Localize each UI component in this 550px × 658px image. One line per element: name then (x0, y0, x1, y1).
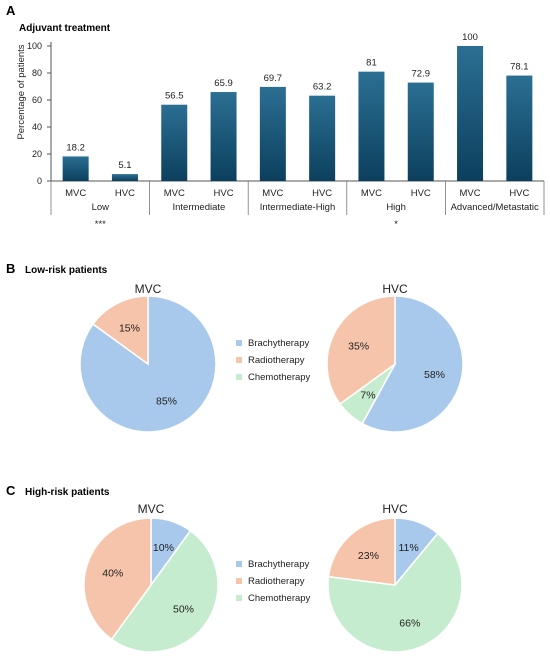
bar-intermediate-mvc (161, 104, 188, 181)
pie-slice-radiotherapy (326, 295, 396, 406)
pie-slice-chemotherapy (327, 532, 463, 653)
y-tick-label: 100 (27, 41, 42, 51)
group-label: Low (92, 202, 110, 213)
bar-value-label: 69.7 (264, 73, 283, 84)
bar-value-label: 56.5 (165, 91, 184, 102)
bar-value-label: 18.2 (66, 142, 85, 153)
bar-category-label: MVC (361, 188, 382, 199)
bar-value-label: 72.9 (412, 69, 431, 80)
pie-slice-label: 50% (173, 604, 194, 616)
panel-letter-c: C (6, 483, 16, 498)
pie-slice-label: 40% (102, 568, 123, 580)
legend-swatch (236, 595, 242, 601)
legend-label: Brachytherapy (248, 559, 310, 570)
pie-slice-label: 7% (360, 390, 375, 402)
y-axis-label: Percentage of patients (16, 44, 27, 139)
pie-slice-label: 58% (424, 369, 445, 381)
legend-label: Chemotherapy (248, 372, 311, 383)
pie-slice-label: 15% (119, 323, 140, 335)
legend-label: Radiotherapy (248, 355, 305, 366)
pie-slice-chemotherapy (110, 529, 219, 653)
significance-marker: * (394, 219, 398, 230)
pie-title: HVC (382, 502, 408, 516)
legend-label: Brachytherapy (248, 338, 310, 349)
legend-label: Radiotherapy (248, 576, 305, 587)
pie-slice-label: 10% (153, 542, 174, 554)
group-label: Intermediate-High (260, 202, 336, 213)
bar-category-label: HVC (312, 188, 332, 199)
bar-high-mvc (358, 71, 385, 181)
group-label: Advanced/Metastatic (451, 202, 539, 213)
bar-intermediate-high-hvc (309, 95, 336, 181)
group-label: Intermediate (172, 202, 225, 213)
bar-advanced-metastatic-hvc (506, 75, 533, 181)
bar-category-label: HVC (411, 188, 431, 199)
pie-slice-label: 23% (358, 550, 379, 562)
legend-swatch (236, 357, 242, 363)
bar-high-hvc (407, 82, 434, 181)
y-tick-label: 60 (32, 95, 42, 105)
bar-category-label: MVC (262, 188, 283, 199)
y-tick-label: 40 (32, 122, 42, 132)
pie-slice-radiotherapy (91, 295, 149, 366)
pie-panel-b: MVC 85% 15% HVC 58% 7% 35% Brachytherapy Radioth… (79, 282, 464, 433)
legend-swatch (236, 578, 242, 584)
bar-intermediate-high-mvc (259, 86, 286, 181)
bar-category-label: HVC (509, 188, 529, 199)
pie-slice-label: 11% (398, 542, 418, 554)
bar-value-label: 65.9 (214, 78, 233, 89)
pie-slice-label: 35% (348, 340, 369, 352)
bar-category-label: MVC (459, 188, 480, 199)
pie-slice-label: 66% (399, 617, 420, 629)
pie-title: MVC (138, 502, 165, 516)
bar-value-label: 81 (366, 58, 377, 69)
bar-category-label: HVC (214, 188, 234, 199)
bar-value-label: 5.1 (118, 160, 131, 171)
bar-value-label: 63.2 (313, 82, 332, 93)
y-tick-label: 0 (37, 176, 42, 186)
y-tick-label: 20 (32, 149, 42, 159)
bar-value-label: 78.1 (510, 62, 529, 73)
bar-category-label: HVC (115, 188, 135, 199)
significance-marker: *** (95, 219, 106, 230)
panel-c-title: High-risk patients (25, 487, 110, 498)
panel-a-title: Adjuvant treatment (19, 23, 111, 34)
pie-slice-radiotherapy (327, 517, 396, 586)
pie-panel-c: MVC 10% 50% 40% HVC 11% 66% 23% Brachytherapy Rad… (83, 502, 463, 653)
panel-letter-b: B (6, 261, 15, 276)
panel-b-title: Low-risk patients (25, 265, 108, 276)
bar-category-label: MVC (164, 188, 185, 199)
bar-value-label: 100 (462, 32, 478, 43)
pie-title: MVC (135, 282, 162, 296)
bar-advanced-metastatic-mvc (457, 46, 484, 181)
pie-title: HVC (382, 282, 408, 296)
bar-category-label: MVC (65, 188, 86, 199)
bar-low-hvc (111, 174, 138, 181)
pie-slice-label: 85% (156, 395, 177, 407)
pie-slice-brachytherapy (361, 295, 464, 433)
legend-swatch (236, 374, 242, 380)
y-tick-label: 80 (32, 68, 42, 78)
bar-low-mvc (62, 156, 89, 181)
legend-swatch (236, 561, 242, 567)
bar-chart: 0 20 40 60 80 100 18.2 MVC 5.1 HVC Low *** 56.5 MVC 65… (27, 32, 545, 230)
legend-label: Chemotherapy (248, 593, 311, 604)
pie-slice-radiotherapy (83, 517, 152, 641)
group-label: High (386, 202, 406, 213)
legend-swatch (236, 340, 242, 346)
panel-letter-a: A (6, 3, 16, 18)
bar-intermediate-hvc (210, 92, 237, 181)
